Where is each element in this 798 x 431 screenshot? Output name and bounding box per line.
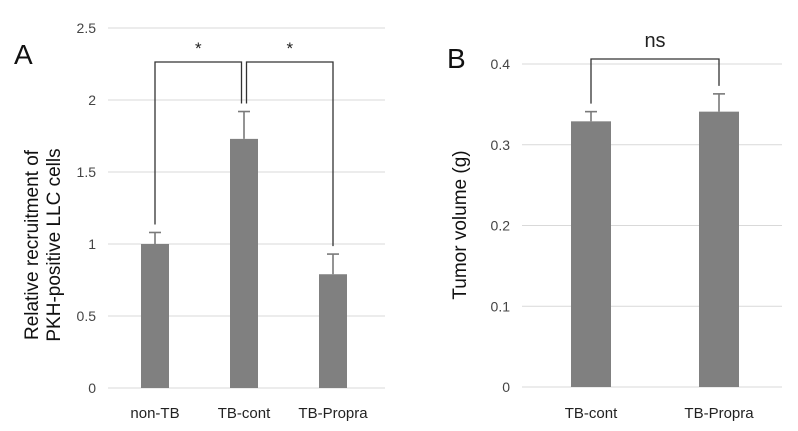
panel-a-ytick-label: 0.5 [77, 308, 97, 324]
panel-a-ytick-label: 2.5 [77, 20, 97, 36]
panel-b-ytick-label: 0.4 [491, 56, 511, 72]
panel-a-chart: A Relative recruitment of PKH-positive L… [14, 20, 385, 422]
panel-a-bar-0 [141, 244, 169, 388]
panel-a-significance-label: * [195, 39, 202, 58]
panel-b-bar-0 [571, 121, 611, 388]
panel-b-ytick-label: 0 [502, 379, 510, 395]
panel-a-ytick-label: 0 [88, 380, 96, 396]
panel-b-significance-bracket [590, 58, 720, 104]
panel-b-bar-1 [699, 111, 739, 387]
panel-b-category-label: TB-Propra [684, 405, 754, 422]
panel-b-ylabel: Tumor volume (g) [450, 150, 471, 299]
panel-b-ytick-label: 0.1 [491, 298, 511, 314]
panel-a-category-label: non-TB [130, 405, 179, 422]
panel-a-significance-bracket [245, 61, 334, 247]
panel-a-significance-label: * [286, 39, 293, 58]
panel-a-bar-1 [230, 138, 258, 388]
panel-a-bar-2 [319, 274, 347, 388]
panel-a-category-label: TB-cont [218, 405, 271, 422]
panel-a-ytick-label: 1.5 [77, 164, 97, 180]
panel-b-ytick-label: 0.3 [491, 137, 511, 153]
panel-b-chart: B Tumor volume (g) 0 0.1 0.2 0.3 0.4 TB-cont T… [447, 30, 782, 422]
panel-a-ylabel-line1: Relative recruitment of [22, 149, 43, 340]
panel-a-category-label: TB-Propra [298, 405, 368, 422]
panel-b-label: B [447, 43, 466, 74]
panel-a-label: A [14, 39, 33, 70]
panel-b-significance-label: ns [644, 30, 665, 52]
panel-b-category-label: TB-cont [565, 405, 618, 422]
panel-a-significance-bracket [154, 61, 243, 225]
panel-a-ytick-label: 2 [88, 92, 96, 108]
panel-a-ylabel-line2: PKH-positive LLC cells [44, 148, 65, 341]
panel-a-ytick-label: 1 [88, 236, 96, 252]
panel-b-ytick-label: 0.2 [491, 218, 511, 234]
